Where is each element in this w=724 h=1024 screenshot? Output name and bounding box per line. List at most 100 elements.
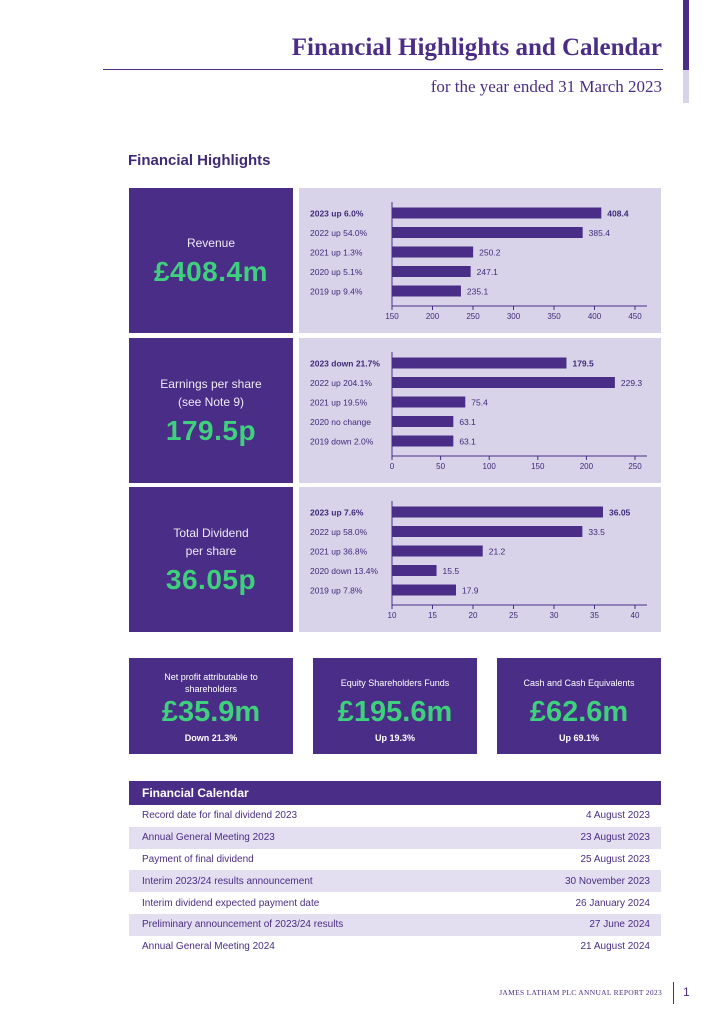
bar-category-label: 2020 up 5.1% [310, 267, 363, 277]
x-tick-label: 350 [547, 312, 561, 321]
eps-label: Earnings per share (see Note 9) [160, 376, 262, 409]
eps-chart: 2023 down 21.7% 179.5 2022 up 204.1% 229.3 2… [299, 338, 661, 483]
eps-value: 179.5p [165, 414, 257, 446]
bar-value-label: 385.4 [589, 228, 611, 238]
eps-block: Earnings per share (see Note 9) 179.5p [129, 338, 293, 483]
calendar-event: Record date for final dividend 2023 [142, 810, 298, 822]
revenue-block: Revenue £408.4m [129, 188, 293, 333]
bar [392, 565, 437, 576]
calendar-event: Interim 2023/24 results announcement [142, 875, 313, 887]
bar-value-label: 21.2 [489, 547, 506, 557]
x-tick-label: 200 [426, 312, 440, 321]
x-tick-label: 100 [483, 462, 497, 471]
x-tick-label: 200 [580, 462, 594, 471]
bar-value-label: 63.1 [459, 417, 476, 427]
dividend-block: Total Dividend per share 36.05p [129, 487, 293, 632]
bar [392, 396, 466, 408]
bar [392, 357, 567, 369]
x-tick-label: 35 [590, 611, 599, 620]
revenue-chart-svg: 2023 up 6.0% 408.4 2022 up 54.0% 385.4 2021 … [310, 202, 647, 321]
calendar-date: 26 January 2024 [575, 897, 650, 909]
net-profit-box: Net profit attributable to shareholders … [129, 658, 293, 754]
bar-value-label: 229.3 [621, 378, 643, 388]
bar-value-label: 235.1 [467, 287, 489, 297]
calendar-row: Annual General Meeting 2024 21 August 20… [129, 936, 661, 958]
bar-category-label: 2019 up 9.4% [310, 287, 363, 297]
x-tick-label: 150 [531, 462, 545, 471]
bar [392, 285, 461, 297]
x-tick-label: 0 [390, 462, 395, 471]
bar-category-label: 2021 up 1.3% [310, 248, 363, 258]
calendar-row: Interim dividend expected payment date 2… [129, 892, 661, 914]
footer-divider [673, 982, 674, 1004]
bar [392, 227, 583, 238]
bar [392, 435, 454, 447]
bar-category-label: 2020 down 13.4% [310, 566, 378, 576]
bar-category-label: 2019 down 2.0% [310, 437, 374, 447]
bar [392, 207, 602, 219]
bar-value-label: 36.05 [609, 508, 631, 518]
dividend-chart-svg: 2023 up 7.6% 36.05 2022 up 58.0% 33.5 2021 u… [310, 501, 647, 620]
x-tick-label: 15 [428, 611, 437, 620]
calendar-date: 4 August 2023 [586, 810, 650, 822]
calendar-date: 25 August 2023 [580, 853, 650, 865]
x-tick-label: 400 [588, 312, 602, 321]
calendar-row: Record date for final dividend 2023 4 Au… [129, 805, 661, 827]
financial-highlights-heading: Financial Highlights [128, 152, 271, 169]
cash-equivalents-value: £62.6m [529, 696, 629, 728]
bar-value-label: 63.1 [459, 437, 476, 447]
bar [392, 416, 454, 427]
calendar-row: Annual General Meeting 2023 23 August 20… [129, 826, 661, 849]
financial-calendar: Financial Calendar Record date for final… [129, 781, 661, 958]
title-divider [103, 69, 663, 70]
equity-funds-change: Up 19.3% [374, 733, 416, 743]
bar-value-label: 408.4 [607, 209, 629, 219]
equity-funds-label: Equity Shareholders Funds [340, 678, 450, 688]
x-tick-label: 300 [507, 312, 521, 321]
x-tick-label: 50 [436, 462, 445, 471]
bar [392, 266, 471, 277]
bar-category-label: 2021 up 36.8% [310, 547, 368, 557]
x-tick-label: 30 [550, 611, 559, 620]
x-tick-label: 10 [388, 611, 397, 620]
eps-chart-svg: 2023 down 21.7% 179.5 2022 up 204.1% 229.3 2… [310, 352, 647, 471]
bar [392, 506, 604, 518]
calendar-event: Preliminary announcement of 2023/24 resu… [142, 919, 344, 931]
bar-category-label: 2021 up 19.5% [310, 398, 368, 408]
calendar-date: 27 June 2024 [589, 919, 650, 931]
footer-report-title: JAMES LATHAM PLC ANNUAL REPORT 2023 [499, 988, 662, 997]
net-profit-label: Net profit attributable to shareholders [164, 672, 258, 694]
revenue-value: £408.4m [153, 255, 269, 287]
bar-category-label: 2019 up 7.8% [310, 586, 363, 596]
bar-category-label: 2023 up 6.0% [310, 209, 364, 219]
x-tick-label: 450 [628, 312, 642, 321]
dividend-value: 36.05p [165, 563, 257, 595]
bar-category-label: 2022 up 54.0% [310, 228, 368, 238]
calendar-row: Preliminary announcement of 2023/24 resu… [129, 913, 661, 936]
bar-category-label: 2023 down 21.7% [310, 359, 380, 369]
cash-equivalents-box: Cash and Cash Equivalents £62.6m Up 69.1… [497, 658, 661, 754]
bar-value-label: 75.4 [471, 398, 488, 408]
bar [392, 584, 456, 596]
bar [392, 545, 483, 557]
dividend-chart: 2023 up 7.6% 36.05 2022 up 58.0% 33.5 2021 u… [299, 487, 661, 632]
dividend-label: Total Dividend per share [173, 525, 249, 558]
equity-funds-box: Equity Shareholders Funds £195.6m Up 19.… [313, 658, 477, 754]
bar-value-label: 15.5 [443, 566, 460, 576]
bar-category-label: 2020 no change [310, 417, 371, 427]
cash-equivalents-change: Up 69.1% [558, 733, 600, 743]
revenue-chart: 2023 up 6.0% 408.4 2022 up 54.0% 385.4 2021 … [299, 188, 661, 333]
bar-value-label: 247.1 [477, 267, 499, 277]
calendar-event: Annual General Meeting 2024 [142, 941, 275, 953]
bar-value-label: 17.9 [462, 586, 479, 596]
bar-category-label: 2023 up 7.6% [310, 508, 364, 518]
calendar-row: Interim 2023/24 results announcement 30 … [129, 870, 661, 893]
equity-funds-value: £195.6m [337, 696, 453, 728]
calendar-event: Annual General Meeting 2023 [142, 832, 275, 844]
x-tick-label: 25 [509, 611, 518, 620]
net-profit-value: £35.9m [161, 696, 261, 728]
bar [392, 246, 474, 258]
calendar-date: 21 August 2024 [580, 941, 650, 953]
calendar-event: Interim dividend expected payment date [142, 897, 320, 909]
bar-category-label: 2022 up 58.0% [310, 527, 368, 537]
